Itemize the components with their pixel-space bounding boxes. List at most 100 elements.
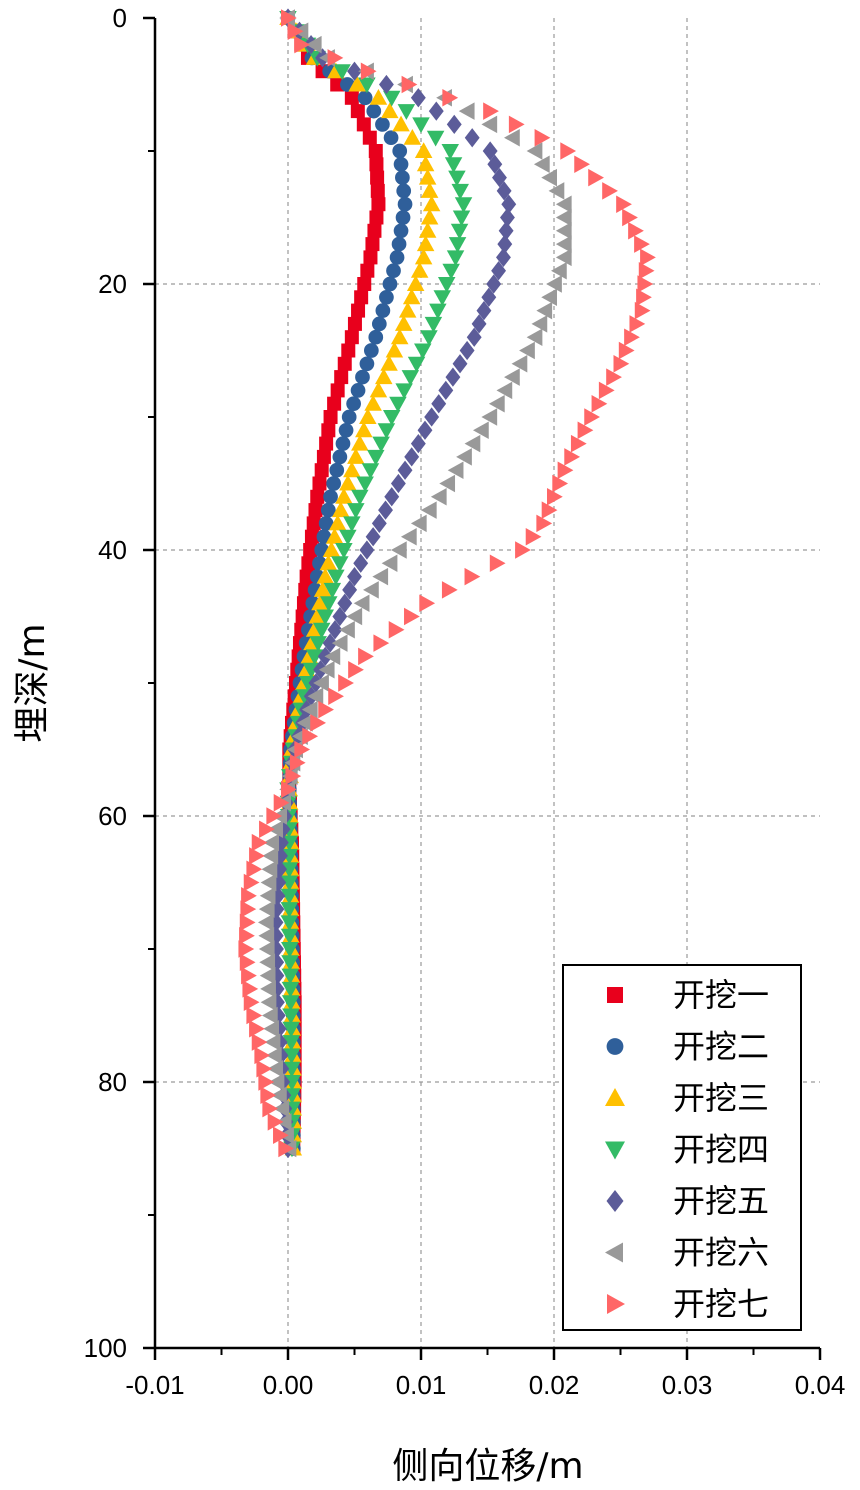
data-point bbox=[301, 700, 318, 719]
data-point bbox=[375, 117, 390, 132]
data-point bbox=[420, 182, 439, 198]
data-point bbox=[296, 714, 313, 732]
data-point bbox=[351, 434, 369, 451]
data-point bbox=[328, 687, 344, 706]
data-point bbox=[464, 567, 481, 586]
data-point bbox=[259, 966, 276, 985]
data-point bbox=[324, 647, 341, 666]
data-point bbox=[260, 1086, 277, 1105]
data-point bbox=[363, 250, 378, 265]
data-point bbox=[335, 488, 353, 504]
data-point bbox=[246, 860, 263, 878]
data-point bbox=[363, 581, 379, 599]
data-point bbox=[496, 381, 513, 400]
data-point bbox=[439, 474, 456, 493]
data-point bbox=[330, 77, 345, 92]
data-point bbox=[454, 197, 473, 213]
data-point bbox=[464, 434, 481, 453]
data-point bbox=[320, 502, 336, 518]
data-point bbox=[546, 275, 562, 293]
y-tick-label: 60 bbox=[98, 801, 127, 831]
legend-item: 开挖四 bbox=[605, 1131, 769, 1169]
data-point bbox=[313, 674, 329, 692]
data-point bbox=[420, 330, 438, 346]
data-point bbox=[337, 356, 352, 371]
data-point bbox=[404, 607, 420, 626]
data-point bbox=[366, 103, 382, 119]
x-tick-label: 0.01 bbox=[396, 1370, 447, 1400]
data-point bbox=[400, 527, 417, 546]
data-point bbox=[254, 1046, 271, 1065]
data-point bbox=[263, 1020, 280, 1038]
legend-item: 开挖七 bbox=[607, 1285, 769, 1323]
data-point bbox=[634, 235, 650, 253]
data-point bbox=[319, 436, 334, 451]
data-point bbox=[348, 75, 366, 92]
data-point bbox=[496, 247, 511, 268]
data-point bbox=[331, 634, 348, 652]
x-axis-title: 侧向位移/m bbox=[392, 1446, 583, 1487]
data-point bbox=[418, 222, 437, 238]
data-point bbox=[337, 593, 353, 613]
legend-marker bbox=[606, 1190, 624, 1212]
data-point bbox=[389, 396, 407, 413]
x-tick-label: 0.04 bbox=[795, 1370, 846, 1400]
data-point bbox=[328, 514, 347, 531]
data-point bbox=[316, 567, 334, 584]
data-point bbox=[361, 463, 380, 479]
data-point bbox=[249, 1020, 265, 1038]
data-point bbox=[342, 580, 358, 600]
data-point bbox=[412, 117, 430, 134]
data-point bbox=[335, 543, 353, 559]
data-point bbox=[444, 157, 463, 174]
data-point bbox=[280, 928, 299, 945]
data-point bbox=[357, 90, 373, 106]
data-point bbox=[385, 341, 404, 358]
legend-marker bbox=[605, 1088, 625, 1106]
data-point bbox=[280, 875, 299, 892]
legend-marker bbox=[607, 1294, 625, 1314]
data-point bbox=[447, 461, 464, 479]
data-point bbox=[346, 607, 363, 626]
data-point bbox=[486, 274, 502, 294]
data-point bbox=[323, 582, 342, 599]
data-point bbox=[398, 301, 417, 318]
data-point bbox=[414, 142, 433, 158]
data-point bbox=[339, 621, 355, 639]
data-point bbox=[584, 408, 600, 426]
data-point bbox=[547, 488, 563, 506]
data-point bbox=[261, 1006, 278, 1025]
data-point bbox=[260, 993, 277, 1011]
data-point bbox=[618, 341, 635, 360]
data-point bbox=[416, 155, 435, 172]
data-point bbox=[360, 62, 377, 80]
data-point bbox=[424, 316, 443, 333]
legend-label: 开挖三 bbox=[673, 1079, 769, 1117]
data-point bbox=[282, 1035, 301, 1051]
data-point bbox=[327, 569, 345, 586]
data-point bbox=[299, 569, 314, 584]
data-point bbox=[428, 101, 444, 121]
data-point bbox=[258, 926, 275, 945]
data-point bbox=[243, 873, 260, 892]
data-point bbox=[348, 660, 364, 679]
data-point bbox=[369, 210, 384, 225]
data-point bbox=[320, 596, 338, 612]
data-point bbox=[426, 130, 445, 147]
data-point bbox=[481, 287, 497, 307]
data-point bbox=[316, 449, 331, 464]
data-point bbox=[519, 341, 535, 360]
data-point bbox=[395, 210, 411, 225]
data-point bbox=[388, 621, 405, 639]
data-point bbox=[526, 142, 543, 160]
data-point bbox=[557, 461, 574, 479]
data-point bbox=[602, 182, 618, 200]
data-point bbox=[555, 222, 572, 240]
data-point bbox=[260, 873, 277, 892]
data-point bbox=[378, 74, 394, 95]
data-point bbox=[322, 541, 341, 557]
data-point bbox=[536, 301, 553, 320]
data-point bbox=[347, 566, 362, 587]
data-point bbox=[273, 793, 290, 812]
